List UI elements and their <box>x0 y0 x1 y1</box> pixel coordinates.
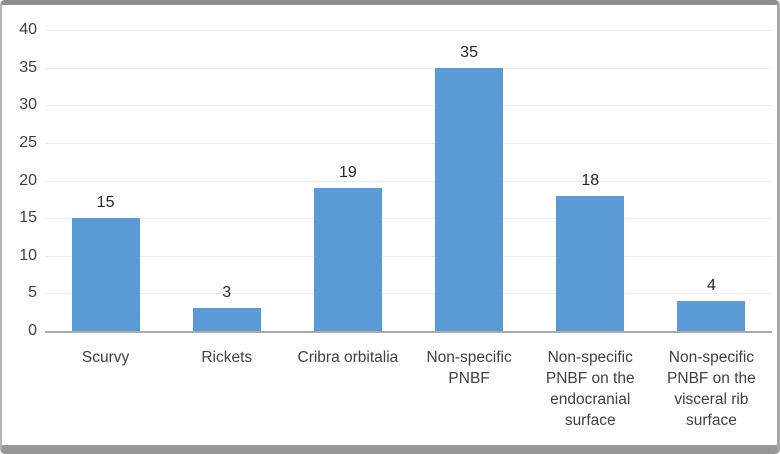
plot-area: 0 5 10 15 20 25 30 35 40 15 Scurvy 3 Rickets 19 Cribra… <box>2 5 777 445</box>
bar-non-specific-pnbf-on-the-visceral-rib-surface <box>677 300 746 331</box>
y-tick-label-5: 5 <box>28 284 37 302</box>
y-tick-label-35: 35 <box>19 58 37 76</box>
bar-non-specific-pnbf <box>435 67 504 331</box>
bar-value-label-cribra-orbitalia: 19 <box>339 164 357 182</box>
y-tick-label-30: 30 <box>19 96 37 114</box>
bar-scurvy <box>71 218 140 331</box>
y-tick-label-0: 0 <box>28 322 37 339</box>
gridline-y20 <box>45 180 772 182</box>
x-category-label-non-specific-pnbf-on-the-endocranial-surface: Non-specific PNBF on the endocranial sur… <box>545 349 635 429</box>
gridline-y40 <box>45 30 772 31</box>
bar-value-label-non-specific-pnbf-on-the-endocranial-surface: 18 <box>581 171 600 189</box>
x-category-label-rickets: Rickets <box>201 349 253 366</box>
bar-value-label-non-specific-pnbf: 35 <box>460 43 478 61</box>
bar-cribra-orbitalia <box>313 188 382 331</box>
x-category-label-cribra-orbitalia: Cribra orbitalia <box>297 349 399 366</box>
bar-non-specific-pnbf-on-the-endocranial-surface <box>556 195 625 331</box>
bar-value-label-non-specific-pnbf-on-the-visceral-rib-surface: 4 <box>706 276 716 294</box>
gridline-y15 <box>45 218 772 220</box>
y-tick-label-10: 10 <box>19 246 37 264</box>
gridline-y30 <box>45 105 772 107</box>
x-category-label-non-specific-pnbf-on-the-visceral-rib-surface: Non-specific PNBF on the visceral rib su… <box>667 349 756 429</box>
gridline-y10 <box>45 255 772 257</box>
gridline-y25 <box>45 142 772 144</box>
gridline-y35 <box>45 67 772 69</box>
y-tick-label-20: 20 <box>19 171 37 189</box>
y-tick-label-15: 15 <box>19 209 37 227</box>
x-category-label-scurvy: Scurvy <box>81 349 130 366</box>
x-category-label-non-specific-pnbf: Non-specific PNBF <box>426 349 512 387</box>
y-tick-label-25: 25 <box>19 133 37 151</box>
x-axis-line <box>45 331 772 333</box>
gridline-y5 <box>45 293 772 295</box>
bar-value-label-scurvy: 15 <box>96 194 115 212</box>
bar-rickets <box>192 308 261 331</box>
bar-value-label-rickets: 3 <box>222 284 232 302</box>
y-tick-label-40: 40 <box>19 21 37 38</box>
